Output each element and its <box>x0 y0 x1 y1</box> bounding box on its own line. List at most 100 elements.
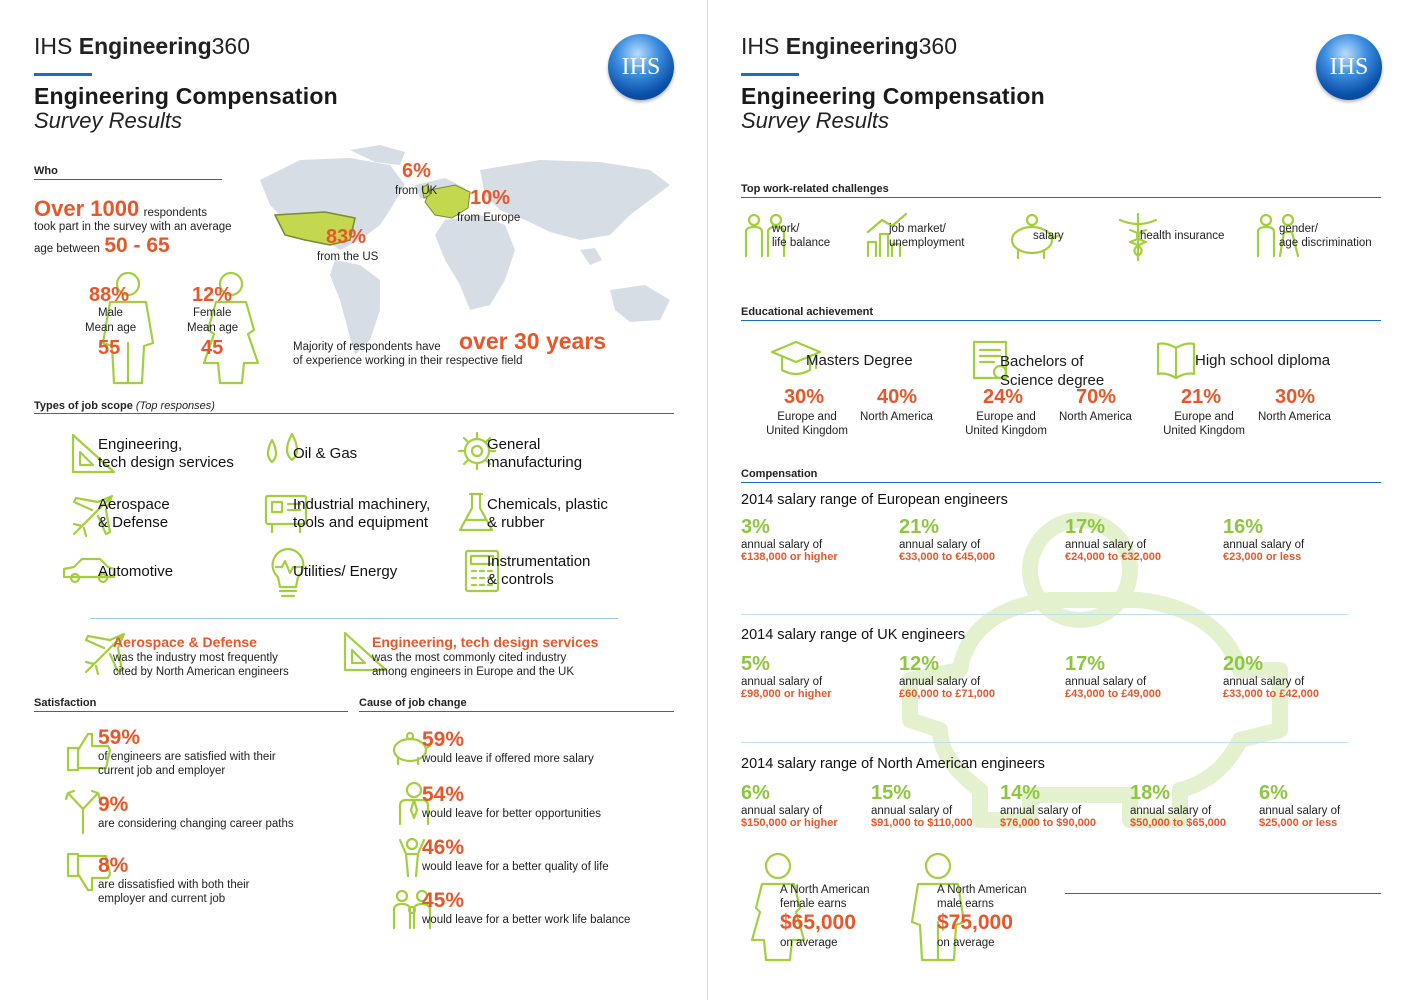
female-earns-l1: A North American <box>780 884 870 896</box>
uk-salary-1: 5% annual salary of £98,000 or higher <box>741 653 832 700</box>
age-range: age between 50 - 65 <box>34 234 170 257</box>
page-subtitle: Survey Results <box>741 108 889 133</box>
job-item-aerospace: Aerospace & Defense <box>98 496 170 531</box>
satisfaction-text-3b: employer and current job <box>98 893 226 905</box>
challenge-work-life: work/life balance <box>772 223 831 249</box>
challenge-salary: salary <box>1033 230 1064 242</box>
highschool-eu-pct: 21% <box>1181 386 1222 408</box>
ihs-logo: IHS <box>608 34 674 100</box>
male-earns-avg: on average <box>937 937 995 949</box>
satisfaction-text-1b: current job and employer <box>98 765 226 777</box>
male-label: Male <box>98 307 123 319</box>
family-icon <box>392 889 432 930</box>
highschool-na-pct: 30% <box>1275 386 1316 408</box>
satisfaction-pct-2: 9% <box>98 793 129 816</box>
eu-label: from Europe <box>457 212 521 224</box>
section-satisfaction: Satisfaction <box>34 697 97 709</box>
female-earns-l2: female earns <box>780 898 847 910</box>
satisfaction-text-2: are considering changing career paths <box>98 818 294 830</box>
brand-underline <box>741 73 799 76</box>
book-icon <box>1156 342 1196 380</box>
brand-wordmark: IHS Engineering360 <box>741 33 958 59</box>
section-line <box>741 197 1381 198</box>
section-line <box>359 711 674 712</box>
europe-salary-1: 3% annual salary of €138,000 or higher <box>741 516 838 563</box>
brand-wordmark: IHS Engineering360 <box>34 33 251 59</box>
section-cause: Cause of job change <box>359 697 467 709</box>
section-line <box>741 320 1381 321</box>
male-figure-icon <box>910 852 966 962</box>
highschool-na-label: North America <box>1258 411 1331 423</box>
section-line <box>34 179 222 180</box>
experience-pre: Majority of respondents have <box>293 341 441 353</box>
gender-age-icon <box>1256 213 1300 258</box>
crossroads-icon <box>64 789 102 835</box>
highlight-engineering-title: Engineering, tech design services <box>372 634 599 650</box>
lightbulb-icon <box>271 547 305 598</box>
job-item-utilities: Utilities/ Energy <box>293 563 398 580</box>
masters-na-pct: 40% <box>877 386 918 408</box>
chart-icon <box>866 212 908 258</box>
graduation-cap-icon <box>770 340 822 376</box>
masters-eu-label: Europe and United Kingdom <box>766 411 848 437</box>
uk-salary-4: 20% annual salary of £33,000 to £42,000 <box>1223 653 1320 700</box>
cause-pct-3: 46% <box>422 836 465 859</box>
thumbs-up-icon <box>66 732 112 772</box>
respondents-line2: took part in the survey with an average <box>34 221 232 233</box>
page-title: Engineering Compensation <box>741 83 1045 109</box>
degree-highschool-title: High school diploma <box>1195 352 1331 369</box>
job-item-industrial: Industrial machinery, tools and equipment <box>293 496 431 531</box>
dotted-divider <box>90 618 618 619</box>
female-earns-amount: $65,000 <box>780 911 856 934</box>
highschool-eu-label: Europe and United Kingdom <box>1163 411 1245 437</box>
male-age: 55 <box>98 337 121 359</box>
masters-eu-pct: 30% <box>784 386 825 408</box>
female-age: 45 <box>201 337 224 359</box>
challenge-health-insurance: health insurance <box>1140 230 1225 242</box>
job-item-automotive: Automotive <box>98 563 174 580</box>
experience-post: of experience working in their respectiv… <box>293 355 523 367</box>
airplane-icon <box>84 632 126 676</box>
na-salary-4: 18% annual salary of $50,000 to $65,000 <box>1130 782 1227 829</box>
thumbs-down-icon <box>66 852 112 892</box>
cause-text-4: would leave for a better work life balan… <box>422 914 631 926</box>
degree-bachelors-title: Bachelors of Science degree <box>1000 353 1105 389</box>
bachelors-eu-label: Europe and United Kingdom <box>965 411 1047 437</box>
female-label: Female <box>193 307 232 319</box>
person-tie-icon <box>398 781 430 826</box>
europe-salary-title: 2014 salary range of European engineers <box>741 492 1008 508</box>
section-line <box>34 413 674 414</box>
female-figure-icon <box>750 852 806 962</box>
piggy-bank-icon <box>392 731 432 766</box>
triangle-ruler-icon <box>343 631 388 672</box>
bachelors-na-pct: 70% <box>1076 386 1117 408</box>
bachelors-na-label: North America <box>1059 411 1132 423</box>
section-education: Educational achievement <box>741 306 874 318</box>
job-item-chemicals: Chemicals, plastic & rubber <box>487 496 608 531</box>
caduceus-icon <box>1118 212 1158 262</box>
satisfaction-pct-3: 8% <box>98 854 129 877</box>
page-subtitle: Survey Results <box>34 108 182 133</box>
uk-salary-title: 2014 salary range of UK engineers <box>741 627 966 643</box>
triangle-ruler-icon <box>71 433 116 474</box>
section-compensation: Compensation <box>741 468 818 480</box>
us-label: from the US <box>317 251 379 263</box>
oil-drops-icon <box>266 432 299 464</box>
satisfaction-text-1a: of engineers are satisfied with their <box>98 751 276 763</box>
bachelors-eu-pct: 24% <box>983 386 1024 408</box>
highlight-aerospace-title: Aerospace & Defense <box>113 634 257 650</box>
male-earns-l2: male earns <box>937 898 994 910</box>
highlight-engineering-l2: among engineers in Europe and the UK <box>372 666 575 678</box>
satisfaction-pct-1: 59% <box>98 726 141 749</box>
job-item-manufacturing: General manufacturing <box>487 436 583 471</box>
degree-masters-title: Masters Degree <box>806 352 913 369</box>
cause-pct-1: 59% <box>422 728 465 751</box>
section-line <box>34 711 348 712</box>
female-pct: 12% <box>192 284 233 306</box>
uk-label: from UK <box>395 185 438 197</box>
europe-salary-4: 16% annual salary of €23,000 or less <box>1223 516 1305 563</box>
challenge-job-market: job market/unemployment <box>889 223 965 249</box>
brand-underline <box>34 73 92 76</box>
uk-salary-3: 17% annual salary of £43,000 to £49,000 <box>1065 653 1162 700</box>
female-earns-avg: on average <box>780 937 838 949</box>
